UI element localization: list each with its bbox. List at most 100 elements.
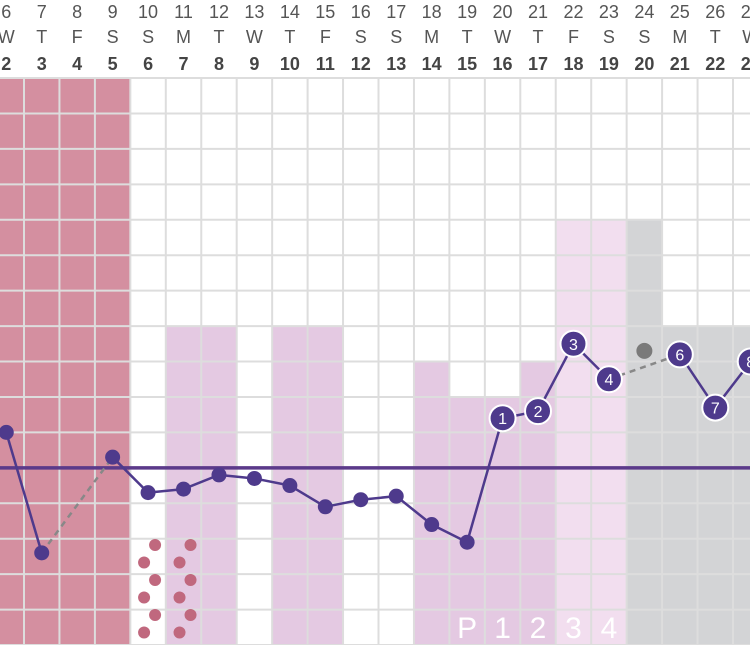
- weekday-label: S: [107, 27, 119, 47]
- temperature-point: [282, 478, 298, 494]
- weekday-label: W: [246, 27, 263, 47]
- spotting-dot: [173, 591, 186, 604]
- cycle-day-label: 11: [316, 54, 335, 74]
- temperature-line: [111, 456, 149, 494]
- temperature-point-label: 2: [534, 404, 543, 421]
- temperature-point: [140, 485, 156, 501]
- spotting-dot: [184, 609, 197, 621]
- fluid-bar: [662, 326, 698, 645]
- temperature-point-label: 4: [604, 372, 613, 389]
- cycle-day-label: 5: [108, 54, 118, 74]
- weekday-label: T: [462, 27, 473, 47]
- temperature-point: [105, 449, 121, 465]
- date-label: 11: [174, 2, 193, 22]
- temperature-point: [0, 424, 14, 440]
- chart-header: 6W27T38F49S510S611M712T813W914T1015F1116…: [0, 2, 750, 74]
- temperature-point: [424, 517, 440, 533]
- weekday-label: M: [672, 27, 687, 47]
- temperature-point-numbered: [594, 365, 623, 394]
- weekday-label: F: [568, 27, 579, 47]
- cycle-day-label: 21: [670, 54, 690, 74]
- temperature-point-numbered: [488, 404, 517, 433]
- temperature-point-numbered: [701, 393, 730, 422]
- weekday-label: F: [320, 27, 331, 47]
- weekday-label: W: [494, 27, 511, 47]
- date-label: 24: [634, 2, 654, 22]
- temperature-points: 1 2 3 4 6 7 8: [0, 329, 750, 561]
- weekday-label: W: [0, 27, 15, 47]
- date-label: 18: [422, 2, 442, 22]
- weekday-label: S: [638, 27, 650, 47]
- weekday-label: M: [176, 27, 191, 47]
- fluid-bar: [307, 326, 344, 645]
- cycle-day-label: 12: [351, 54, 371, 74]
- weekday-label: S: [603, 27, 615, 47]
- spotting-dot: [149, 609, 162, 621]
- temperature-point: [246, 470, 262, 486]
- date-label: 13: [244, 2, 264, 22]
- temperature-point-numbered: [736, 347, 750, 376]
- date-label: 26: [705, 2, 725, 22]
- weekday-label: T: [36, 27, 47, 47]
- spotting-dot: [138, 591, 151, 604]
- cycle-day-label: 22: [705, 54, 725, 74]
- temperature-point-label: 3: [569, 337, 578, 354]
- temperature-line: [5, 432, 43, 554]
- cycle-day-label: 3: [37, 54, 47, 74]
- spotting-dot: [173, 556, 186, 569]
- excluded-temperature-point: [636, 342, 653, 359]
- cycle-day-label: 10: [280, 54, 300, 74]
- spotting-dot: [149, 574, 162, 586]
- date-label: 25: [670, 2, 690, 22]
- weekday-label: W: [742, 27, 750, 47]
- cycle-day-label: 19: [599, 54, 619, 74]
- cycle-day-label: 7: [179, 54, 189, 74]
- date-label: 22: [563, 2, 583, 22]
- peak-day-label: 4: [601, 612, 618, 645]
- date-label: 15: [315, 2, 335, 22]
- cycle-day-label: 14: [422, 54, 442, 74]
- cycle-day-label: 8: [214, 54, 224, 74]
- cycle-day-label: 9: [249, 54, 259, 74]
- fluid-bar: [484, 396, 521, 645]
- weekday-label: F: [72, 27, 83, 47]
- date-label: 17: [386, 2, 406, 22]
- date-label: 9: [108, 2, 118, 22]
- temperature-point: [459, 534, 475, 550]
- fluid-bar: [733, 326, 750, 645]
- date-label: 21: [528, 2, 548, 22]
- spotting-dot: [138, 626, 151, 639]
- date-label: 12: [209, 2, 229, 22]
- peak-day-label: 2: [530, 612, 547, 645]
- temperature-point-label: 1: [498, 411, 507, 428]
- temperature-point: [388, 488, 404, 504]
- cycle-day-label: 13: [386, 54, 406, 74]
- cycle-day-label: 20: [634, 54, 654, 74]
- weekday-label: T: [533, 27, 544, 47]
- spotting-dot: [173, 626, 186, 639]
- temperature-point-numbered: [559, 329, 588, 358]
- date-label: 14: [280, 2, 300, 22]
- cycle-day-label: 16: [493, 54, 513, 74]
- spotting-dot: [184, 539, 197, 551]
- date-label: 19: [457, 2, 477, 22]
- temperature-point-label: 6: [675, 347, 684, 364]
- cycle-day-label: 2: [1, 54, 11, 74]
- temperature-point-numbered: [524, 397, 553, 426]
- cycle-day-label: 17: [528, 54, 548, 74]
- spotting-dot: [138, 556, 151, 569]
- peak-day-label: P: [457, 612, 477, 645]
- chart-grid: [0, 77, 750, 645]
- spotting-markers: [138, 539, 197, 639]
- date-label: 23: [599, 2, 619, 22]
- weekday-label: T: [213, 27, 224, 47]
- temperature-point: [353, 492, 369, 508]
- fluid-bar: [449, 396, 485, 645]
- temperature-gap-line: [40, 456, 114, 554]
- weekday-label: T: [284, 27, 295, 47]
- temperature-point: [317, 499, 333, 515]
- weekday-label: M: [424, 27, 439, 47]
- peak-day-label: 1: [494, 612, 511, 645]
